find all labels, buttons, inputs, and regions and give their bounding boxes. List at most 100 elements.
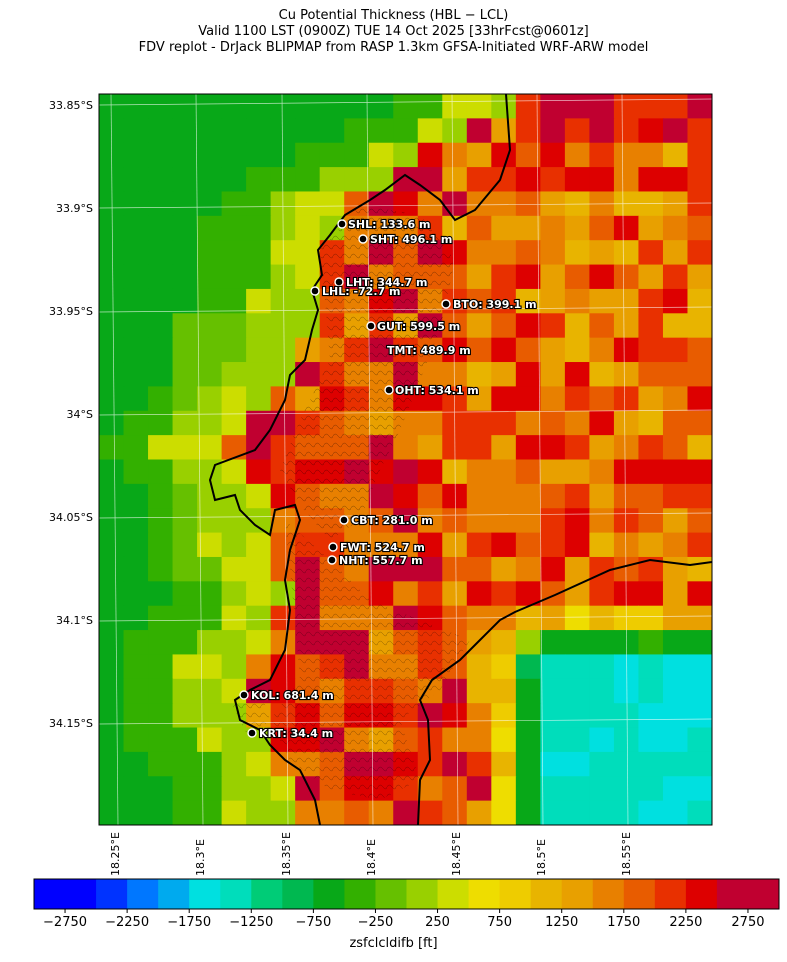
grid-cell: [491, 386, 517, 412]
lon-label: 18.35°E: [280, 832, 293, 876]
station-label: BTO: 399.1 m: [453, 298, 537, 311]
grid-cell: [270, 313, 296, 339]
station-label: SHL: 133.6 m: [348, 218, 430, 231]
grid-cell: [148, 678, 174, 704]
grid-cell: [515, 751, 541, 777]
grid-cell: [197, 703, 223, 729]
grid-cell: [638, 459, 664, 485]
grid-cell: [662, 800, 689, 825]
colorbar-tick-label: −2250: [105, 915, 150, 930]
lat-label: 34.15°S: [49, 717, 93, 730]
grid-cell: [221, 556, 247, 582]
grid-cell: [613, 167, 640, 193]
grid-cell: [221, 483, 247, 509]
grid-cell: [638, 337, 664, 363]
grid-cell: [466, 630, 492, 656]
grid-cell: [172, 435, 198, 461]
grid-cell: [148, 508, 174, 534]
grid-cell: [638, 167, 664, 193]
grid-cell: [613, 800, 640, 825]
station-label: LHT: 344.7 m: [346, 276, 427, 289]
grid-cell: [613, 532, 640, 558]
grid-cell: [613, 386, 640, 412]
grid-cell: [246, 118, 272, 144]
grid-cell: [172, 483, 198, 509]
grid-cell: [148, 630, 174, 656]
grid-cell: [491, 94, 517, 119]
grid-cell: [344, 142, 370, 168]
colorbar-swatch: [747, 879, 780, 909]
grid-cell: [589, 483, 615, 509]
grid-cell: [393, 459, 419, 485]
grid-cell: [638, 362, 664, 387]
grid-cell: [687, 727, 712, 753]
grid-cell: [540, 94, 566, 119]
lat-label: 33.9°S: [56, 202, 93, 215]
grid-cell: [221, 751, 247, 777]
grid-cell: [613, 313, 640, 339]
grid-cell: [442, 362, 468, 387]
grid-cell: [466, 215, 492, 241]
grid-cell: [687, 483, 712, 509]
grid-cell: [491, 337, 517, 363]
grid-cell: [368, 532, 394, 558]
grid-cell: [589, 94, 615, 119]
grid-cell: [638, 435, 664, 461]
grid-cell: [491, 142, 517, 168]
grid-cell: [393, 556, 419, 582]
grid-cell: [662, 288, 689, 314]
grid-cell: [148, 240, 174, 266]
grid-cell: [491, 215, 517, 241]
grid-cell: [172, 191, 198, 217]
grid-cell: [540, 386, 566, 412]
grid-cell: [564, 508, 590, 534]
grid-cell: [319, 167, 345, 193]
grid-cell: [270, 410, 296, 436]
grid-cell: [540, 703, 566, 729]
grid-cell: [491, 751, 517, 777]
station-label: GUT: 599.5 m: [377, 320, 460, 333]
grid-cell: [246, 410, 272, 436]
grid-cell: [246, 556, 272, 582]
grid-cell: [515, 386, 541, 412]
grid-cell: [466, 167, 492, 193]
grid-cell: [662, 727, 689, 753]
grid-cell: [246, 751, 272, 777]
grid-cell: [662, 605, 689, 631]
grid-cell: [515, 264, 541, 290]
grid-cell: [540, 118, 566, 144]
lon-label: 18.4°E: [365, 839, 378, 876]
grid-cell: [172, 410, 198, 436]
grid-cell: [638, 240, 664, 266]
grid-cell: [687, 410, 712, 436]
grid-cell: [197, 215, 223, 241]
grid-cell: [123, 386, 149, 412]
grid-cell: [515, 167, 541, 193]
grid-cell: [515, 191, 541, 217]
colorbar-tick-label: −1750: [167, 915, 212, 930]
grid-cell: [662, 337, 689, 363]
station-label: FWT: 524.7 m: [340, 541, 425, 554]
grid-cell: [515, 703, 541, 729]
colorbar-swatch: [189, 879, 221, 909]
station-label: KOL: 681.4 m: [251, 689, 334, 702]
grid-cell: [246, 167, 272, 193]
grid-cell: [613, 410, 640, 436]
grid-cell: [148, 142, 174, 168]
grid-cell: [442, 703, 468, 729]
grid-cell: [148, 654, 174, 680]
grid-cell: [270, 142, 296, 168]
grid-cell: [515, 240, 541, 266]
grid-cell: [564, 264, 590, 290]
grid-cell: [540, 508, 566, 534]
lon-label: 18.55°E: [620, 832, 633, 876]
grid-cell: [417, 556, 443, 582]
lon-label: 18.45°E: [450, 832, 463, 876]
station-marker: [247, 728, 257, 738]
grid-cell: [319, 800, 345, 825]
grid-cell: [589, 118, 615, 144]
grid-cell: [99, 288, 125, 314]
grid-cell: [368, 118, 394, 144]
grid-cell: [687, 776, 712, 802]
